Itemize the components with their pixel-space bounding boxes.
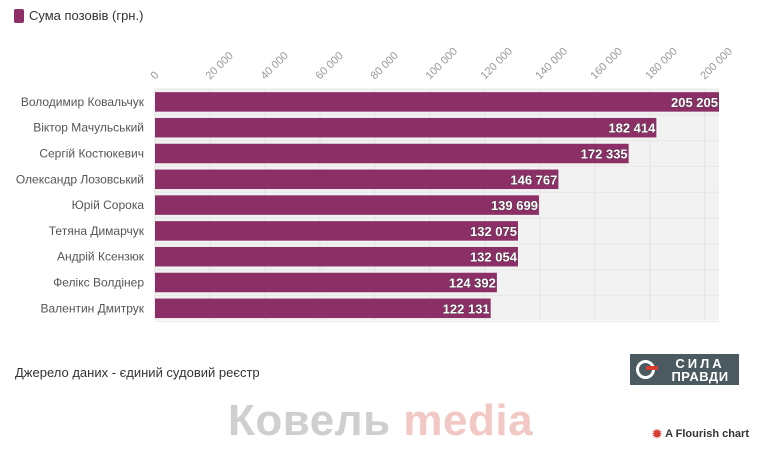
flourish-icon: ✹	[652, 427, 663, 441]
x-tick-label: 20 000	[204, 50, 236, 82]
watermark-part-1: Ковель	[228, 396, 391, 445]
legend-label: Сума позовів (грн.)	[29, 8, 144, 23]
bar-chart: 0 20 000 40 000 60 000 80 000 100 000 120 000 1…	[16, 46, 735, 322]
x-tick-label: 80 000	[369, 50, 401, 82]
logo-text-bottom: ПРАВДИ	[671, 368, 729, 384]
category-label: Юрій Сорока	[72, 198, 145, 212]
data-label: 132 075	[470, 224, 517, 239]
bar	[155, 272, 497, 293]
data-label: 122 131	[443, 301, 490, 316]
watermark: Ковель media	[228, 396, 533, 446]
bar	[155, 117, 657, 138]
bar	[155, 169, 559, 190]
x-tick-label: 200 000	[698, 46, 735, 83]
flourish-credit-text: A Flourish chart	[665, 428, 749, 440]
category-label: Віктор Мачульський	[33, 121, 144, 135]
x-tick-label: 140 000	[533, 46, 570, 83]
x-tick-label: 120 000	[478, 46, 515, 83]
data-label: 124 392	[449, 276, 496, 291]
bar	[155, 221, 519, 241]
x-tick-label: 60 000	[314, 50, 346, 82]
category-label: Сергій Костюкевич	[39, 147, 144, 161]
sila-pravdy-logo-icon	[630, 354, 661, 385]
category-label: Олександр Лозовський	[16, 172, 144, 186]
source-note: Джерело даних - єдиний судовий реєстр	[15, 365, 260, 380]
data-label: 139 699	[491, 198, 538, 213]
data-label: 132 054	[470, 250, 518, 265]
watermark-part-2: media	[403, 396, 534, 445]
bar	[155, 195, 539, 215]
bar	[155, 298, 491, 319]
x-tick-label: 180 000	[643, 46, 680, 83]
data-label: 205 205	[671, 95, 718, 110]
x-tick-label: 100 000	[423, 46, 460, 83]
category-label: Андрій Ксензюк	[57, 250, 145, 264]
legend-swatch	[14, 8, 24, 23]
category-label: Володимир Ковальчук	[21, 95, 145, 109]
x-tick-label: 40 000	[259, 50, 291, 82]
category-label: Фелікс Волдінер	[53, 276, 144, 290]
flourish-credit[interactable]: ✹ A Flourish chart	[652, 427, 749, 441]
category-label: Тетяна Димарчук	[49, 224, 145, 238]
x-tick-label: 160 000	[588, 46, 625, 83]
sila-pravdy-logo: СИЛА ПРАВДИ	[630, 354, 739, 385]
category-label: Валентин Дмитрук	[40, 301, 144, 315]
legend: Сума позовів (грн.)	[14, 8, 143, 23]
x-tick-label: 0	[149, 69, 162, 82]
data-label: 146 767	[510, 172, 557, 187]
data-label: 172 335	[581, 147, 628, 162]
bar	[155, 246, 518, 267]
data-label: 182 414	[608, 121, 656, 136]
bar	[155, 143, 629, 164]
bar	[155, 92, 719, 112]
logo-text-top: СИЛА	[675, 355, 725, 371]
